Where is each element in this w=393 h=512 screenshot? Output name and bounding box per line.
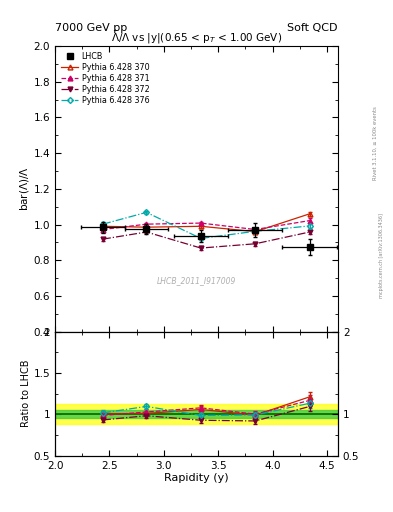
Text: 7000 GeV pp: 7000 GeV pp [55,23,127,33]
Bar [55,404,338,424]
Y-axis label: bar($\Lambda$)/$\Lambda$: bar($\Lambda$)/$\Lambda$ [18,166,31,211]
Bar [55,410,338,418]
Y-axis label: Ratio to LHCB: Ratio to LHCB [21,360,31,428]
Text: LHCB_2011_I917009: LHCB_2011_I917009 [157,275,236,285]
Text: Soft QCD: Soft QCD [288,23,338,33]
Text: Rivet 3.1.10, ≥ 100k events: Rivet 3.1.10, ≥ 100k events [373,106,378,180]
Text: mcplots.cern.ch [arXiv:1306.3436]: mcplots.cern.ch [arXiv:1306.3436] [380,214,384,298]
X-axis label: Rapidity (y): Rapidity (y) [164,473,229,483]
Legend: LHCB, Pythia 6.428 370, Pythia 6.428 371, Pythia 6.428 372, Pythia 6.428 376: LHCB, Pythia 6.428 370, Pythia 6.428 371… [57,49,152,108]
Title: $\bar{\Lambda}/\Lambda$ vs |y|(0.65 < p$_{T}$ < 1.00 GeV): $\bar{\Lambda}/\Lambda$ vs |y|(0.65 < p$… [111,30,282,46]
